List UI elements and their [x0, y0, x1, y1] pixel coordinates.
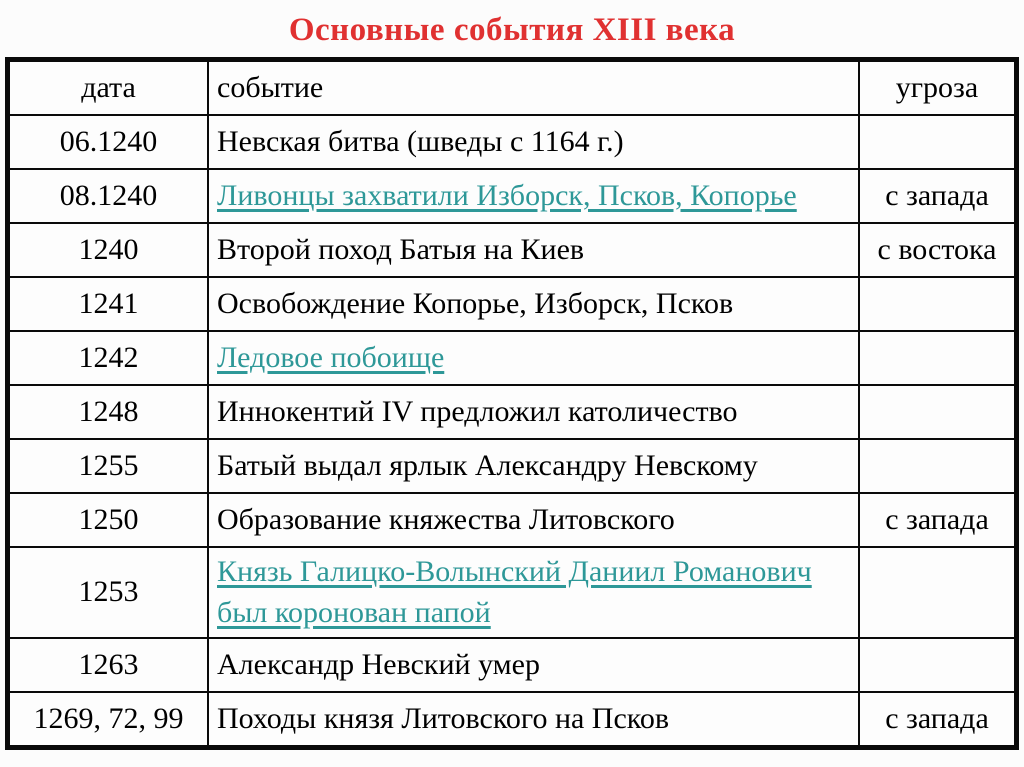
event-cell: Невская битва (шведы с 1164 г.): [207, 114, 860, 170]
threat-cell: с запада: [858, 168, 1018, 224]
date-cell: 1255: [6, 438, 209, 494]
events-table: дата событие угроза 06.1240 Невская битва…: [5, 57, 1019, 750]
event-cell: Иннокентий IV предложил католичество: [207, 384, 860, 440]
event-link[interactable]: Ливонцы захватили Изборск, Псков, Копорь…: [217, 178, 797, 212]
table-row: 06.1240 Невская битва (шведы с 1164 г.): [6, 114, 1018, 170]
threat-cell: с запада: [858, 691, 1018, 749]
table-row: 1242 Ледовое побоище: [6, 330, 1018, 386]
date-cell: 1263: [6, 637, 209, 693]
events-table-head: дата событие угроза: [6, 58, 1018, 116]
header-date: дата: [6, 58, 209, 116]
date-cell: 1240: [6, 222, 209, 278]
event-cell: Освобождение Копорье, Изборск, Псков: [207, 276, 860, 332]
table-row: 1240 Второй поход Батыя на Киев с востока: [6, 222, 1018, 278]
date-cell: 1253: [6, 546, 209, 639]
table-row: 1241 Освобождение Копорье, Изборск, Псков: [6, 276, 1018, 332]
threat-cell: с запада: [858, 492, 1018, 548]
threat-cell: [858, 546, 1018, 639]
threat-cell: [858, 276, 1018, 332]
date-cell: 1242: [6, 330, 209, 386]
event-cell: Второй поход Батыя на Киев: [207, 222, 860, 278]
date-cell: 1248: [6, 384, 209, 440]
threat-cell: [858, 114, 1018, 170]
event-cell: Ливонцы захватили Изборск, Псков, Копорь…: [207, 168, 860, 224]
date-cell: 1269, 72, 99: [6, 691, 209, 749]
threat-cell: [858, 384, 1018, 440]
events-table-body: 06.1240 Невская битва (шведы с 1164 г.) 08…: [6, 114, 1018, 749]
date-cell: 06.1240: [6, 114, 209, 170]
event-cell: Князь Галицко-Волынский Даниил Романович…: [207, 546, 860, 639]
threat-cell: [858, 637, 1018, 693]
table-row: 1248 Иннокентий IV предложил католичество: [6, 384, 1018, 440]
date-cell: 1250: [6, 492, 209, 548]
header-event: событие: [207, 58, 860, 116]
page-title: Основные события XIII века: [288, 12, 736, 48]
table-row: 1263 Александр Невский умер: [6, 637, 1018, 693]
event-cell: Батый выдал ярлык Александру Невскому: [207, 438, 860, 494]
date-cell: 1241: [6, 276, 209, 332]
event-cell: Александр Невский умер: [207, 637, 860, 693]
event-link[interactable]: Ледовое побоище: [217, 340, 445, 374]
table-row: 08.1240 Ливонцы захватили Изборск, Псков,…: [6, 168, 1018, 224]
table-row: 1269, 72, 99 Походы князя Литовского на П…: [6, 691, 1018, 749]
event-link[interactable]: Князь Галицко-Волынский Даниил Романович…: [217, 555, 812, 629]
date-cell: 08.1240: [6, 168, 209, 224]
threat-cell: [858, 438, 1018, 494]
header-row: дата событие угроза: [6, 58, 1018, 116]
table-row: 1250 Образование княжества Литовского с за…: [6, 492, 1018, 548]
threat-cell: [858, 330, 1018, 386]
event-cell: Походы князя Литовского на Псков: [207, 691, 860, 749]
event-cell: Образование княжества Литовского: [207, 492, 860, 548]
table-row: 1253 Князь Галицко-Волынский Даниил Роман…: [6, 546, 1018, 639]
table-row: 1255 Батый выдал ярлык Александру Невском…: [6, 438, 1018, 494]
threat-cell: с востока: [858, 222, 1018, 278]
header-threat: угроза: [858, 58, 1018, 116]
event-cell: Ледовое побоище: [207, 330, 860, 386]
